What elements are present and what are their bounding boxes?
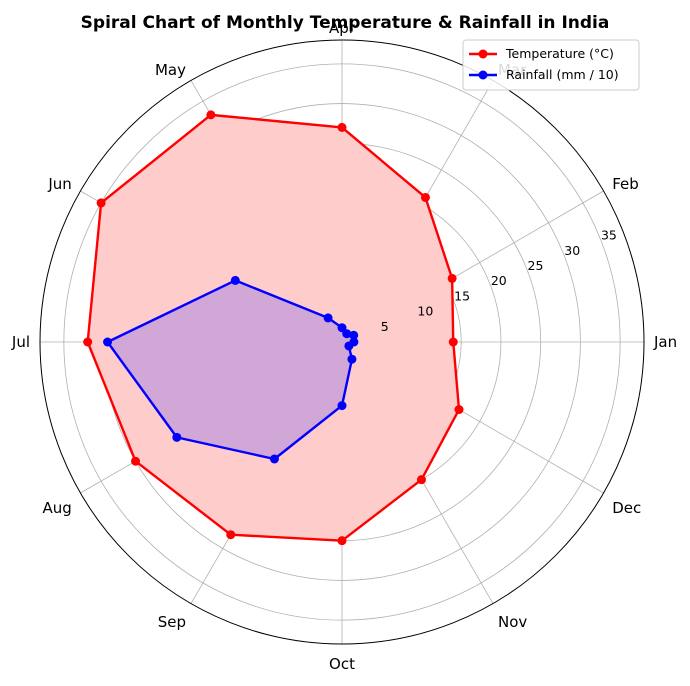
month-label-jul: Jul bbox=[11, 333, 30, 351]
legend-rain-label: Rainfall (mm / 10) bbox=[506, 67, 619, 82]
ring-gridline-35 bbox=[63, 63, 621, 621]
month-label-apr: Apr bbox=[329, 19, 356, 37]
r-tick-label-25: 25 bbox=[528, 258, 544, 273]
temperature-point-jan bbox=[448, 337, 458, 347]
legend-rain-marker bbox=[478, 70, 488, 80]
legend-temp-marker bbox=[478, 49, 488, 59]
temperature-point-sep bbox=[226, 530, 236, 540]
polar-frame bbox=[39, 39, 645, 645]
month-label-nov: Nov bbox=[498, 613, 527, 631]
rainfall-point-dec bbox=[344, 341, 354, 351]
rainfall-point-mar bbox=[342, 329, 352, 339]
temperature-point-may bbox=[206, 110, 216, 120]
r-tick-label-15: 15 bbox=[454, 288, 470, 303]
r-tick-label-10: 10 bbox=[417, 304, 433, 319]
rainfall-point-nov bbox=[347, 354, 357, 364]
temperature-point-dec bbox=[454, 405, 464, 415]
legend-box bbox=[462, 39, 640, 91]
month-label-aug: Aug bbox=[43, 499, 72, 517]
temperature-point-oct bbox=[337, 536, 347, 546]
rainfall-point-jun bbox=[230, 275, 240, 285]
r-tick-label-30: 30 bbox=[564, 243, 580, 258]
chart-title: Spiral Chart of Monthly Temperature & Ra… bbox=[81, 13, 610, 33]
rainfall-point-feb bbox=[349, 330, 359, 340]
temperature-point-apr bbox=[337, 122, 347, 132]
r-tick-label-35: 35 bbox=[601, 228, 617, 243]
legend-temp-label: Temperature (°C) bbox=[505, 46, 614, 61]
legend: Temperature (°C) Rainfall (mm / 10) bbox=[462, 39, 640, 91]
month-label-oct: Oct bbox=[329, 655, 355, 673]
rainfall-point-may bbox=[323, 313, 333, 323]
temperature-point-feb bbox=[447, 273, 457, 283]
rainfall-point-sep bbox=[269, 454, 279, 464]
month-label-jan: Jan bbox=[653, 333, 677, 351]
r-tick-label-20: 20 bbox=[491, 273, 507, 288]
rainfall-point-jul bbox=[103, 337, 113, 347]
month-label-feb: Feb bbox=[612, 175, 639, 193]
temperature-point-jun bbox=[96, 198, 106, 208]
rainfall-point-apr bbox=[337, 323, 347, 333]
temperature-point-aug bbox=[131, 456, 141, 466]
r-tick-label-5: 5 bbox=[381, 319, 389, 334]
rainfall-area bbox=[107, 280, 354, 459]
series-fills bbox=[87, 114, 460, 541]
temperature-point-jul bbox=[83, 337, 93, 347]
month-label-may: May bbox=[155, 61, 186, 79]
month-label-jun: Jun bbox=[47, 175, 71, 193]
rainfall-point-oct bbox=[337, 401, 347, 411]
series-points bbox=[83, 110, 464, 546]
temperature-point-mar bbox=[420, 192, 430, 202]
month-label-dec: Dec bbox=[612, 499, 641, 517]
month-label-sep: Sep bbox=[158, 613, 186, 631]
rainfall-point-aug bbox=[172, 432, 182, 442]
temperature-point-nov bbox=[416, 475, 426, 485]
